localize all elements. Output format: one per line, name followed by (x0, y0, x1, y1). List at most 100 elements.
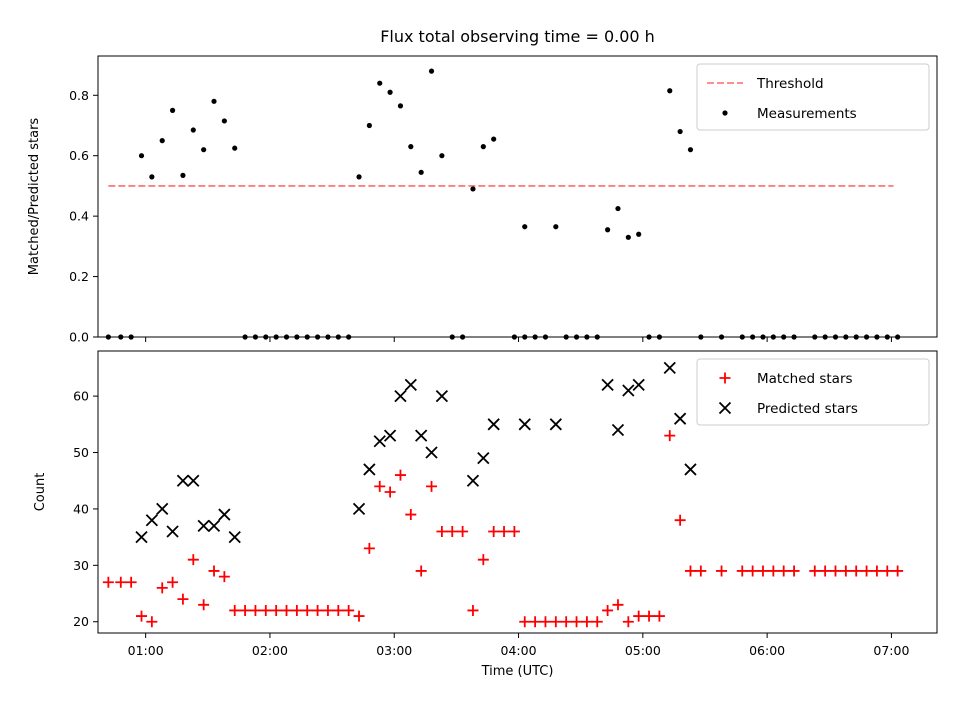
data-point (518, 418, 531, 431)
x-tick-label: 01:00 (128, 643, 164, 658)
data-point (722, 110, 728, 116)
data-point (146, 616, 158, 628)
data-point (201, 147, 207, 153)
data-point (156, 502, 169, 516)
x-tick-label: 06:00 (749, 643, 785, 658)
plot-frame (97, 55, 938, 338)
y-tick-label: 30 (73, 558, 89, 573)
legend: Threshold Measurements (696, 63, 930, 131)
data-point (439, 153, 445, 159)
data-point (177, 593, 189, 605)
data-point (404, 378, 417, 391)
data-point (180, 172, 186, 178)
data-point (601, 378, 614, 391)
legend-label: Measurements (757, 106, 857, 122)
data-point (322, 604, 334, 616)
data-point (591, 616, 603, 628)
legend-box (696, 63, 930, 131)
data-point (394, 469, 406, 481)
data-point (470, 186, 476, 192)
data-point (602, 604, 614, 616)
y-tick-label: 20 (73, 614, 89, 629)
data-point (684, 463, 697, 476)
data-point (615, 205, 621, 212)
data-point (719, 372, 731, 384)
data-point (208, 565, 220, 577)
data-point (260, 604, 272, 616)
data-point (718, 401, 732, 415)
y-tick-label: 50 (73, 445, 89, 460)
data-point (549, 418, 562, 431)
chart-title: Flux total observing time = 0.00 h (380, 27, 655, 46)
data-point (198, 599, 210, 611)
data-point (498, 525, 510, 537)
data-point (736, 565, 748, 577)
x-tick-label: 07:00 (873, 643, 909, 658)
data-point (778, 565, 790, 577)
x-tick-label: 05:00 (625, 643, 661, 658)
data-point (187, 554, 199, 566)
data-point (138, 153, 145, 159)
x-tick-label: 03:00 (376, 643, 412, 658)
x-axis-label: Time (UTC) (481, 664, 554, 679)
data-point (426, 480, 438, 492)
data-point (125, 576, 137, 588)
data-point (425, 446, 438, 459)
data-point (377, 80, 383, 86)
data-point (622, 616, 634, 628)
data-point (687, 147, 694, 153)
data-point (232, 145, 238, 151)
data-point (363, 542, 375, 554)
legend-label: Threshold (756, 76, 824, 92)
data-point (653, 610, 665, 622)
legend-label: Matched stars (757, 371, 853, 387)
y-tick-label: 0.4 (69, 209, 89, 224)
data-point (553, 224, 559, 230)
data-point (457, 525, 469, 537)
data-point (491, 136, 497, 142)
data-point (218, 508, 231, 521)
data-point (829, 565, 841, 577)
data-point (366, 122, 372, 129)
data-point (135, 530, 148, 544)
data-point (352, 502, 366, 516)
data-point (363, 463, 376, 476)
data-point (384, 486, 396, 498)
data-point (136, 610, 148, 622)
data-point (684, 565, 696, 577)
data-point (169, 107, 176, 113)
data-point (270, 604, 282, 616)
data-point (477, 452, 490, 465)
data-point (281, 604, 293, 616)
data-point (663, 361, 676, 375)
data-point (435, 389, 449, 403)
data-point (892, 565, 904, 577)
data-point (767, 565, 779, 577)
data-point (239, 604, 251, 616)
data-point (428, 68, 435, 74)
data-point (312, 604, 324, 616)
y-tick-label: 40 (73, 501, 89, 516)
chart-panel-2: 01:00 02:00 03:00 04:00 05:00 06:00 07:00 20 30 4… (33, 350, 938, 679)
data-point (221, 118, 227, 124)
data-point (636, 231, 642, 237)
data-point (176, 474, 190, 487)
y-axis-label: Count (33, 473, 48, 512)
data-point (605, 227, 611, 233)
data-point (397, 103, 404, 109)
data-point (667, 88, 673, 94)
data-point (446, 525, 458, 537)
data-point (190, 127, 196, 133)
data-point (550, 616, 562, 628)
data-point (757, 565, 769, 577)
data-point (467, 604, 479, 616)
data-point (353, 610, 365, 622)
legend: Matched stars Predicted stars (696, 358, 930, 426)
data-point (488, 525, 500, 537)
data-point (301, 604, 313, 616)
data-point (418, 169, 424, 175)
data-point (622, 384, 635, 397)
data-point (149, 174, 155, 180)
data-point (207, 519, 221, 532)
